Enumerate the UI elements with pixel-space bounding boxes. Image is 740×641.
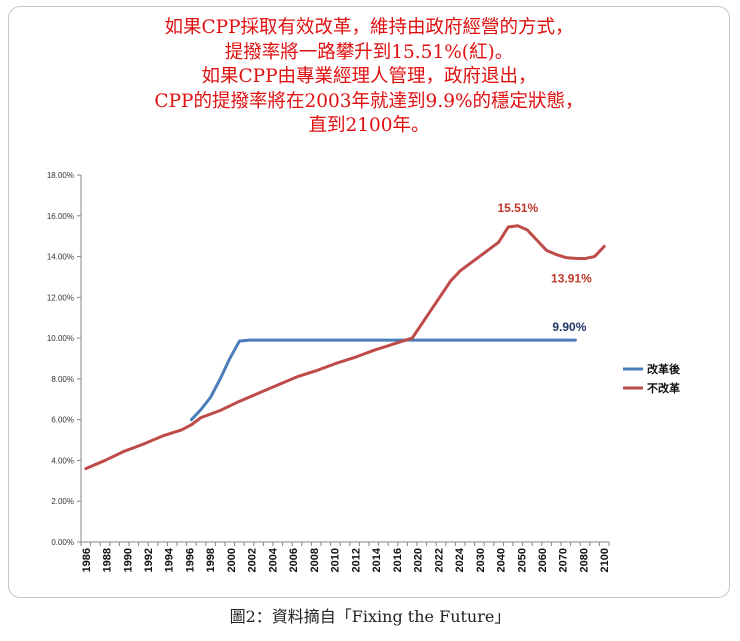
x-tick-label: 2050 [516,548,528,572]
data-label: 15.51% [497,201,538,215]
x-tick-label: 2010 [330,548,342,572]
x-tick-label: 2004 [267,547,279,572]
chart-frame [8,6,730,598]
data-label: 13.91% [551,271,592,285]
x-tick-label: 1998 [205,548,217,572]
header-line-2: 提撥率將一路攀升到15.51%(紅)。 [224,41,514,63]
header-line-5: 直到2100年。 [308,115,430,136]
x-tick-label: 1990 [122,548,134,572]
chart-header: 如果CPP採取有效改革，維持由政府經營的方式， 提撥率將一路攀升到15.51%(… [8,16,730,139]
x-tick-label: 2024 [454,547,466,572]
x-tick-label: 2100 [599,548,611,572]
series-reform-line [189,338,577,422]
axes [80,175,609,543]
y-axis-ticks: 0.00% 2.00% 4.00% 6.00% 8.00% 10.00% 12.00% 14.… [47,171,81,547]
y-tick-label: 0.00% [51,538,74,547]
legend-label: 不改革 [647,381,680,395]
y-tick-label: 16.00% [47,212,74,221]
x-tick-label: 2008 [309,548,321,572]
y-tick-label: 2.00% [51,497,74,506]
y-tick-label: 6.00% [51,416,74,425]
series-layer [84,224,606,471]
x-tick-label: 2016 [392,548,404,572]
x-tick-label: 2002 [247,548,259,572]
x-tick-label: 1996 [184,548,196,572]
y-tick-label: 18.00% [47,171,74,180]
x-tick-label: 1988 [102,548,114,572]
x-tick-label: 1992 [143,548,155,572]
x-tick-label: 2000 [226,548,238,572]
series-no-reform-line [84,224,606,471]
y-tick-label: 4.00% [51,456,74,465]
legend-label: 改革後 [647,362,681,376]
x-tick-label: 2020 [413,548,425,572]
x-tick-label: 2070 [558,548,570,572]
x-tick-label: 2080 [578,548,590,572]
x-tick-label: 2012 [350,548,362,572]
y-tick-label: 14.00% [47,253,74,262]
x-tick-label: 2006 [288,548,300,572]
x-tick-label: 2030 [475,548,487,572]
annotation-layer: 15.51% 13.91% 9.90% [497,201,592,334]
x-tick-label: 1994 [164,547,176,572]
x-tick-label: 2040 [496,548,508,572]
x-tick-label: 2060 [537,548,549,572]
figure-caption: 圖2：資料摘自「Fixing the Future」 [229,607,511,626]
x-tick-label: 2014 [371,547,383,572]
header-line-4: CPP的提撥率將在2003年就達到9.9%的穩定狀態， [154,90,584,112]
header-line-3: 如果CPP由專業經理人管理，政府退出， [201,66,537,87]
x-axis-ticks: 1986 1988 1990 1992 1994 1996 1998 2000 2002 2004… [80,542,611,572]
y-tick-label: 10.00% [47,334,74,343]
x-tick-label: 2022 [433,548,445,572]
header-line-1: 如果CPP採取有效改革，維持由政府經營的方式， [164,17,574,38]
data-label: 9.90% [552,320,586,334]
y-tick-label: 12.00% [47,293,74,302]
x-tick-label: 1986 [81,548,93,572]
y-tick-label: 8.00% [51,375,74,384]
